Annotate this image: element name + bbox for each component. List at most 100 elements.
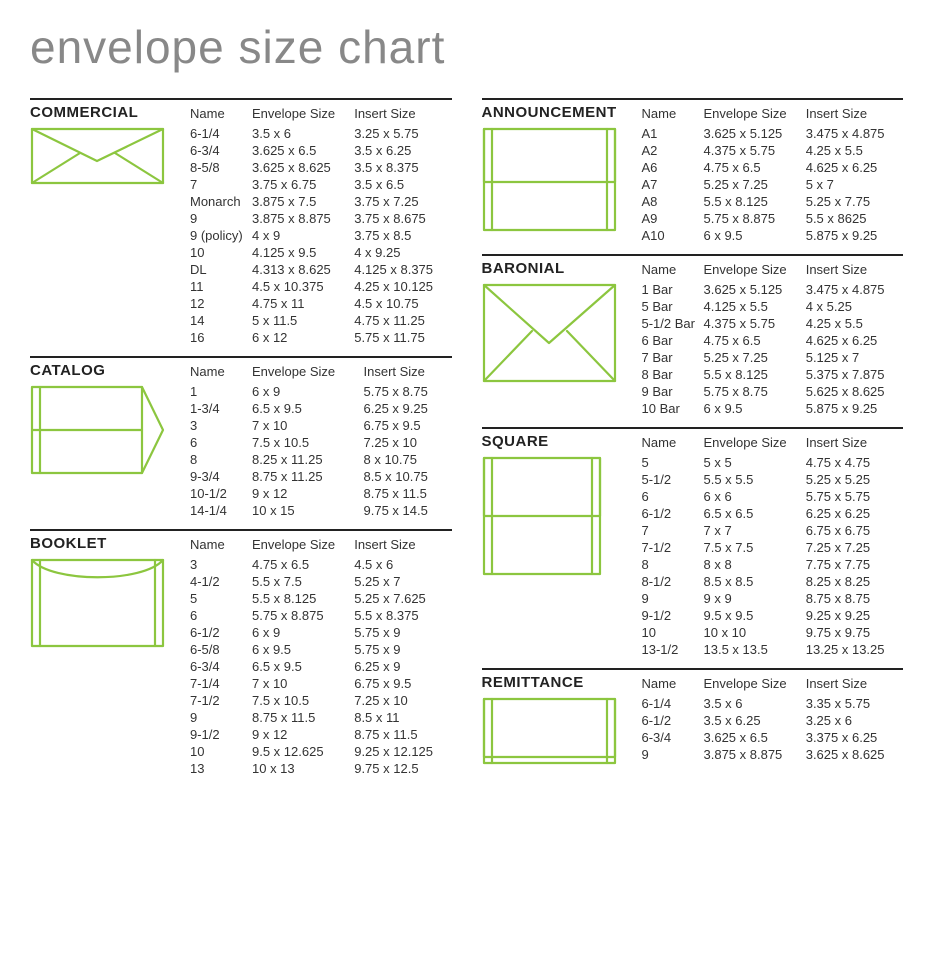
insert-size-cell: 8.5 x 11 xyxy=(354,709,451,726)
col-header-name: Name xyxy=(642,433,704,454)
table-row: 93.875 x 8.8753.75 x 8.675 xyxy=(190,210,452,227)
insert-size-cell: 5.75 x 5.75 xyxy=(806,488,903,505)
name-cell: 9 (policy) xyxy=(190,227,252,244)
name-cell: 8 xyxy=(642,556,704,573)
section-label: BOOKLET xyxy=(30,535,190,552)
name-cell: 13-1/2 xyxy=(642,641,704,658)
name-cell: 16 xyxy=(190,329,252,346)
name-cell: A10 xyxy=(642,227,704,244)
section-label-icon: SQUARE xyxy=(482,433,642,581)
section-body: COMMERCIAL NameEnvelope SizeInsert Size6… xyxy=(30,104,452,346)
name-cell: 6 xyxy=(190,434,252,451)
insert-size-cell: 6.25 x 6.25 xyxy=(806,505,903,522)
col-header-env: Envelope Size xyxy=(704,433,806,454)
name-cell: 6-1/2 xyxy=(642,712,704,729)
table-row: 6-1/26.5 x 6.56.25 x 6.25 xyxy=(642,505,904,522)
envelope-size-cell: 9 x 12 xyxy=(252,485,364,502)
table-row: 8-1/28.5 x 8.58.25 x 8.25 xyxy=(642,573,904,590)
envelope-size-cell: 9.5 x 12.625 xyxy=(252,743,354,760)
col-header-name: Name xyxy=(642,674,704,695)
name-cell: 9 xyxy=(190,210,252,227)
name-cell: 6 xyxy=(190,607,252,624)
table-row: 10-1/29 x 128.75 x 11.5 xyxy=(190,485,452,502)
table-row: 55.5 x 8.1255.25 x 7.625 xyxy=(190,590,452,607)
insert-size-cell: 5.375 x 7.875 xyxy=(806,366,903,383)
table-row: A75.25 x 7.255 x 7 xyxy=(642,176,904,193)
section-rule xyxy=(482,427,904,429)
envelope-size-cell: 7 x 7 xyxy=(704,522,806,539)
col-header-name: Name xyxy=(190,535,252,556)
name-cell: A6 xyxy=(642,159,704,176)
name-cell: 7-1/2 xyxy=(642,539,704,556)
name-cell: 7-1/2 xyxy=(190,692,252,709)
section-label: REMITTANCE xyxy=(482,674,642,691)
envelope-size-cell: 13.5 x 13.5 xyxy=(704,641,806,658)
table-row: DL4.313 x 8.6254.125 x 8.375 xyxy=(190,261,452,278)
section-label-icon: ANNOUNCEMENT xyxy=(482,104,642,237)
insert-size-cell: 8.25 x 8.25 xyxy=(806,573,903,590)
envelope-size-cell: 4.125 x 5.5 xyxy=(704,298,806,315)
table-row: 9-1/29 x 128.75 x 11.5 xyxy=(190,726,452,743)
table-row: 166 x 125.75 x 11.75 xyxy=(190,329,452,346)
section-body: SQUARE NameEnvelope SizeInsert Size55 x … xyxy=(482,433,904,658)
envelope-size-cell: 4.313 x 8.625 xyxy=(252,261,354,278)
table-row: 7-1/47 x 106.75 x 9.5 xyxy=(190,675,452,692)
size-table: NameEnvelope SizeInsert Size6-1/43.5 x 6… xyxy=(642,674,904,763)
name-cell: 6 Bar xyxy=(642,332,704,349)
name-cell: 1 xyxy=(190,383,252,400)
col-header-name: Name xyxy=(190,104,252,125)
insert-size-cell: 3.75 x 8.675 xyxy=(354,210,451,227)
table-row: 9 (policy)4 x 93.75 x 8.5 xyxy=(190,227,452,244)
insert-size-cell: 5 x 7 xyxy=(806,176,903,193)
insert-size-cell: 9.75 x 14.5 xyxy=(364,502,452,519)
col-header-ins: Insert Size xyxy=(806,433,903,454)
insert-size-cell: 3.75 x 8.5 xyxy=(354,227,451,244)
table-row: 6 Bar4.75 x 6.54.625 x 6.25 xyxy=(642,332,904,349)
section-square: SQUARE NameEnvelope SizeInsert Size55 x … xyxy=(482,427,904,658)
col-header-name: Name xyxy=(642,260,704,281)
table-row: 5-1/25.5 x 5.55.25 x 5.25 xyxy=(642,471,904,488)
insert-size-cell: 8.75 x 11.5 xyxy=(354,726,451,743)
table-row: 6-1/43.5 x 63.25 x 5.75 xyxy=(190,125,452,142)
table-row: 6-1/43.5 x 63.35 x 5.75 xyxy=(642,695,904,712)
name-cell: 13 xyxy=(190,760,252,777)
table-row: 88 x 87.75 x 7.75 xyxy=(642,556,904,573)
section-body: REMITTANCE NameEnvelope SizeInsert Size6… xyxy=(482,674,904,770)
envelope-size-cell: 9.5 x 9.5 xyxy=(704,607,806,624)
size-table: NameEnvelope SizeInsert Size34.75 x 6.54… xyxy=(190,535,452,777)
name-cell: 7-1/4 xyxy=(190,675,252,692)
insert-size-cell: 5.5 x 8625 xyxy=(806,210,903,227)
envelope-size-cell: 8.25 x 11.25 xyxy=(252,451,364,468)
insert-size-cell: 3.25 x 6 xyxy=(806,712,903,729)
table-row: 114.5 x 10.3754.25 x 10.125 xyxy=(190,278,452,295)
name-cell: 6-3/4 xyxy=(190,142,252,159)
envelope-size-cell: 4.75 x 6.5 xyxy=(704,332,806,349)
insert-size-cell: 3.375 x 6.25 xyxy=(806,729,903,746)
envelope-size-cell: 3.875 x 7.5 xyxy=(252,193,354,210)
table-row: 93.875 x 8.8753.625 x 8.625 xyxy=(642,746,904,763)
envelope-size-cell: 4.75 x 11 xyxy=(252,295,354,312)
envelope-size-cell: 4.75 x 6.5 xyxy=(252,556,354,573)
table-row: 104.125 x 9.54 x 9.25 xyxy=(190,244,452,261)
name-cell: 8 xyxy=(190,451,252,468)
envelope-size-cell: 9 x 9 xyxy=(704,590,806,607)
baronial-envelope-icon xyxy=(482,283,642,388)
col-header-env: Envelope Size xyxy=(704,260,806,281)
insert-size-cell: 5.625 x 8.625 xyxy=(806,383,903,400)
envelope-size-cell: 4.375 x 5.75 xyxy=(704,315,806,332)
name-cell: 8-5/8 xyxy=(190,159,252,176)
insert-size-cell: 9.75 x 9.75 xyxy=(806,624,903,641)
envelope-size-cell: 5.75 x 8.875 xyxy=(704,210,806,227)
envelope-size-cell: 5.5 x 8.125 xyxy=(704,193,806,210)
envelope-size-cell: 7 x 10 xyxy=(252,417,364,434)
table-row: Monarch3.875 x 7.53.75 x 7.25 xyxy=(190,193,452,210)
insert-size-cell: 4.25 x 5.5 xyxy=(806,142,903,159)
insert-size-cell: 5.25 x 5.25 xyxy=(806,471,903,488)
name-cell: A2 xyxy=(642,142,704,159)
envelope-size-cell: 6 x 9 xyxy=(252,383,364,400)
columns: COMMERCIAL NameEnvelope SizeInsert Size6… xyxy=(30,92,903,787)
table-row: A85.5 x 8.1255.25 x 7.75 xyxy=(642,193,904,210)
name-cell: 1 Bar xyxy=(642,281,704,298)
insert-size-cell: 3.25 x 5.75 xyxy=(354,125,451,142)
envelope-size-cell: 8.75 x 11.5 xyxy=(252,709,354,726)
